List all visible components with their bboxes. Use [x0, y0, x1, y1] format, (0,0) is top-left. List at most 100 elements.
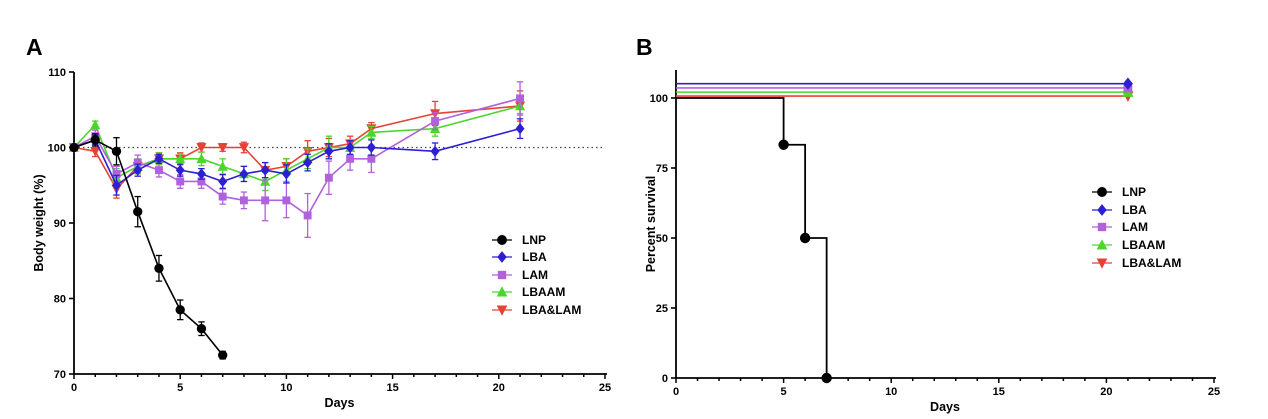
legend-label: LBA&LAM	[1122, 256, 1182, 271]
data-point	[196, 324, 207, 334]
x-axis-title: Days	[325, 396, 355, 410]
x-tick-label: 25	[599, 382, 611, 394]
panel-b: B 0 25 50 75 100 0 5 10 15 20 25 Days Percent surviv…	[634, 0, 1268, 419]
legend-label: LBAAM	[1122, 238, 1166, 253]
x-tick-label: 0	[673, 386, 679, 398]
data-point	[155, 166, 163, 175]
data-point	[133, 206, 143, 217]
data-point	[238, 143, 249, 153]
data-point	[239, 168, 249, 180]
x-tick-label: 15	[386, 382, 398, 394]
data-point	[217, 143, 228, 153]
diamond-icon	[1092, 203, 1112, 216]
legend-label: LAM	[522, 267, 548, 282]
data-point	[90, 135, 100, 145]
legend-item-LBAAM: LBAAM	[489, 284, 581, 302]
data-point	[90, 146, 101, 157]
legend-marker	[497, 234, 507, 245]
data-point	[431, 117, 440, 126]
legend-item-LBA-LAM: LBA&LAM	[1089, 254, 1181, 272]
data-point	[196, 168, 206, 180]
event-point	[799, 232, 811, 244]
y-tick-label: 0	[662, 373, 668, 385]
data-point	[515, 123, 525, 135]
triangle-up-icon	[1092, 239, 1112, 250]
data-point	[197, 177, 206, 186]
data-point	[217, 160, 228, 171]
data-point	[196, 143, 207, 153]
x-tick-label: 20	[1100, 386, 1112, 398]
legend-item-LBA: LBA	[489, 249, 581, 267]
y-tick-label: 80	[54, 294, 66, 306]
legend-label: LBA	[1122, 202, 1147, 217]
data-point	[175, 153, 186, 164]
data-point	[260, 164, 270, 176]
data-point	[218, 192, 227, 201]
x-tick-label: 20	[493, 382, 505, 394]
data-point	[218, 350, 228, 360]
data-point	[366, 141, 376, 154]
y-tick-label: 75	[656, 163, 668, 175]
x-tick-label: 5	[781, 386, 787, 398]
series-LNP	[676, 97, 832, 384]
data-point	[324, 173, 333, 182]
triangle-down-icon	[492, 305, 512, 316]
legend-label: LBAAM	[522, 285, 566, 300]
x-tick-label: 10	[280, 382, 292, 394]
series-LAM	[676, 83, 1133, 93]
legend-label: LNP	[1122, 184, 1146, 199]
triangle-up-icon	[492, 286, 512, 297]
data-point	[175, 164, 185, 176]
panel-b-chart: 0 25 50 75 100 0 5 10 15 20 25 Days Percent survival	[644, 70, 1220, 414]
data-point	[133, 158, 142, 167]
legend-item-LBA: LBA	[1089, 201, 1181, 219]
legend-item-LAM: LAM	[1089, 219, 1181, 237]
x-tick-label: 0	[71, 382, 77, 394]
series-line	[73, 97, 521, 217]
legend-marker	[1097, 223, 1107, 232]
circle-icon	[492, 234, 512, 245]
data-point	[111, 179, 121, 191]
y-tick-label: 25	[656, 303, 668, 315]
square-icon	[492, 270, 512, 279]
data-point	[281, 168, 291, 180]
y-tick-label: 70	[54, 369, 66, 381]
data-point	[218, 175, 228, 188]
y-tick-label: 90	[54, 218, 66, 230]
panel-b-label: B	[636, 34, 653, 60]
circle-icon	[1092, 186, 1112, 197]
data-point	[133, 164, 143, 176]
data-point	[366, 127, 377, 137]
diamond-icon	[492, 251, 512, 264]
data-point	[282, 196, 291, 205]
legend-marker	[1096, 239, 1108, 250]
data-point	[90, 119, 101, 130]
legend-label: LBA	[522, 250, 547, 265]
series-LBA	[676, 77, 1133, 90]
data-point	[261, 196, 270, 205]
series-LBA-LAM	[68, 90, 526, 199]
x-axis-title: Days	[930, 400, 960, 414]
legend-label: LNP	[522, 232, 546, 247]
data-point	[324, 145, 334, 157]
square-icon	[1092, 223, 1112, 232]
event-point	[778, 139, 789, 150]
data-point	[111, 146, 122, 156]
y-tick-label: 100	[650, 93, 668, 105]
y-tick-label: 110	[48, 67, 66, 79]
data-point	[239, 196, 248, 205]
data-point	[516, 94, 524, 103]
data-point	[345, 141, 355, 154]
legend-item-LBA-LAM: LBA&LAM	[489, 301, 581, 319]
legend-item-LAM: LAM	[489, 266, 581, 284]
data-point	[346, 154, 355, 163]
panel-a-chart: 70 80 90 100 110 0 5 10 15 20 25 Days Body weight (%…	[32, 67, 611, 410]
data-point	[69, 142, 79, 153]
y-tick-label: 100	[48, 143, 66, 155]
data-point	[196, 153, 207, 164]
series-LNP	[69, 133, 228, 360]
legend-marker	[1097, 186, 1107, 197]
legend-label: LAM	[1122, 220, 1148, 235]
data-point	[112, 169, 121, 178]
